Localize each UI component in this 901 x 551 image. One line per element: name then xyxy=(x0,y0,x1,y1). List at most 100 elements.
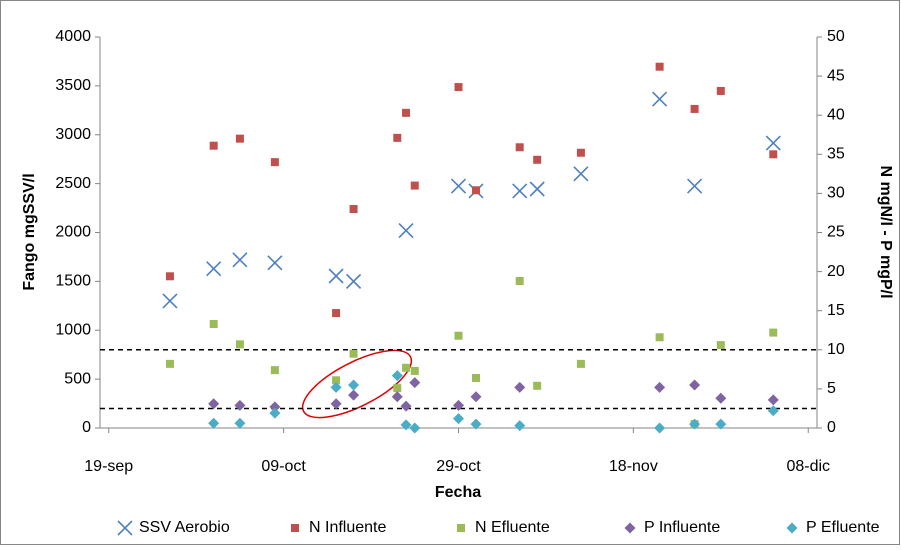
legend-marker xyxy=(291,524,299,532)
point xyxy=(512,183,528,199)
point xyxy=(769,328,778,337)
x-tick-label: 09-oct xyxy=(261,458,306,475)
y-tick-label: 0 xyxy=(82,419,91,436)
legend-marker xyxy=(117,520,133,536)
point xyxy=(208,417,220,429)
x-tick-label: 18-nov xyxy=(609,458,658,475)
legend-label: N Efluente xyxy=(475,519,550,536)
point xyxy=(687,178,703,194)
point xyxy=(332,309,341,318)
point xyxy=(454,331,463,340)
point xyxy=(690,104,699,113)
point xyxy=(267,255,283,271)
point xyxy=(330,398,342,410)
point xyxy=(348,389,360,401)
point xyxy=(234,417,246,429)
point xyxy=(410,181,419,190)
point xyxy=(209,319,218,328)
y-tick-label: 3500 xyxy=(55,77,91,94)
point xyxy=(514,381,526,393)
legend-marker xyxy=(457,524,465,532)
point xyxy=(165,272,174,281)
point xyxy=(328,268,344,284)
y2-tick-label: 35 xyxy=(827,146,845,163)
y-axis-title: Fango mgSSV/l xyxy=(21,173,38,290)
point xyxy=(767,405,779,417)
point xyxy=(391,391,403,403)
point xyxy=(398,222,414,239)
y2-tick-label: 20 xyxy=(827,263,845,280)
point xyxy=(470,418,482,430)
point xyxy=(346,273,362,289)
point xyxy=(235,340,244,349)
y2-tick-label: 0 xyxy=(827,419,836,436)
point xyxy=(533,155,542,164)
point xyxy=(402,108,411,117)
point xyxy=(471,186,480,195)
y2-tick-label: 50 xyxy=(827,28,845,45)
point xyxy=(234,399,246,411)
point xyxy=(573,166,589,182)
y-tick-label: 4000 xyxy=(55,28,91,45)
point xyxy=(576,148,585,157)
point xyxy=(400,400,412,412)
point xyxy=(533,381,542,390)
x-tick-label: 19-sep xyxy=(84,458,133,475)
legend-marker xyxy=(624,522,636,534)
y-tick-label: 1500 xyxy=(55,273,91,290)
y2-tick-label: 5 xyxy=(827,380,836,397)
point xyxy=(269,407,281,419)
point xyxy=(393,133,402,142)
y2-tick-label: 25 xyxy=(827,224,845,241)
point xyxy=(450,178,467,194)
legend-marker xyxy=(786,522,798,534)
point xyxy=(348,379,360,391)
y-tick-label: 2500 xyxy=(55,175,91,192)
point xyxy=(235,134,244,143)
y2-axis-title: N mgN/l - P mgP/l xyxy=(877,165,894,298)
point xyxy=(471,373,480,382)
point xyxy=(655,333,664,342)
point xyxy=(349,205,358,214)
point xyxy=(715,392,727,404)
point xyxy=(454,83,463,92)
point xyxy=(410,366,419,375)
point xyxy=(409,422,421,434)
point xyxy=(206,261,222,277)
y-tick-label: 2000 xyxy=(55,224,91,241)
legend-label: N Influente xyxy=(309,519,386,536)
legend-label: SSV Aerobio xyxy=(139,519,230,536)
y2-tick-label: 30 xyxy=(827,185,845,202)
point xyxy=(270,158,279,167)
x-tick-label: 29-oct xyxy=(436,458,481,475)
point xyxy=(391,370,403,382)
point xyxy=(654,381,666,393)
x-axis-title: Fecha xyxy=(435,484,481,501)
y2-tick-label: 10 xyxy=(827,341,845,358)
point xyxy=(689,379,701,391)
y2-tick-label: 40 xyxy=(827,106,845,123)
point xyxy=(654,422,666,434)
x-tick-label: 08-dic xyxy=(786,458,830,475)
point xyxy=(269,401,281,413)
y-tick-label: 500 xyxy=(64,370,91,387)
point xyxy=(529,181,545,197)
point xyxy=(652,91,668,107)
point xyxy=(409,377,421,389)
point xyxy=(515,276,524,285)
point xyxy=(165,359,174,368)
point xyxy=(470,391,482,403)
point xyxy=(393,384,402,393)
point xyxy=(514,420,526,432)
point xyxy=(162,293,178,309)
point xyxy=(453,413,464,425)
point xyxy=(332,376,341,385)
point xyxy=(689,418,701,430)
point xyxy=(208,398,220,410)
point xyxy=(769,150,778,159)
point xyxy=(270,366,279,375)
highlight-ellipse xyxy=(301,349,413,419)
point xyxy=(330,381,342,393)
